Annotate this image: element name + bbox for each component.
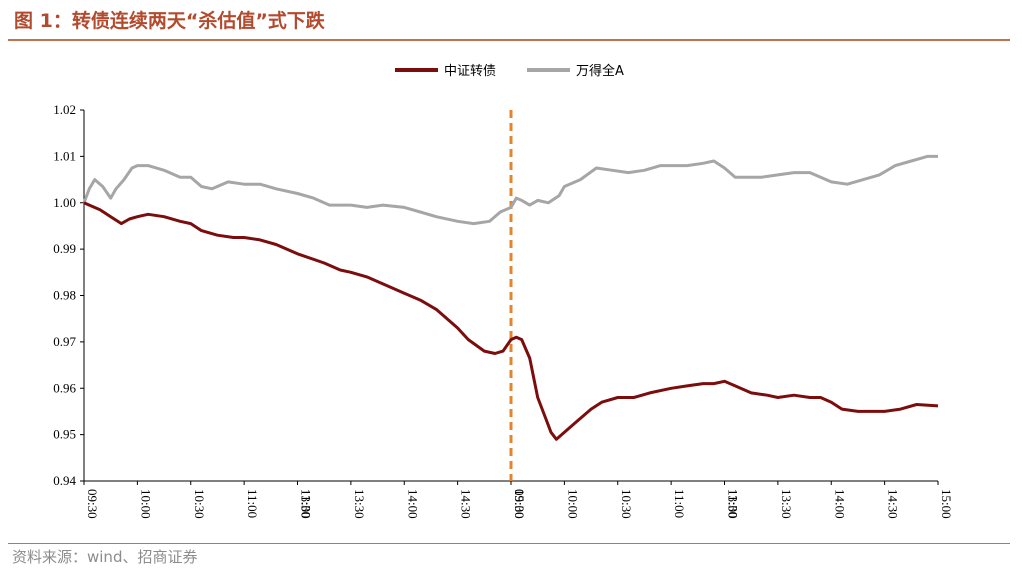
x-tick-label: 11:00: [245, 489, 260, 518]
x-tick-label: 11:30: [726, 489, 741, 518]
y-tick-label: 1.01: [53, 148, 76, 163]
x-tick-label: 15:00: [512, 489, 527, 519]
y-tick-label: 1.02: [53, 102, 76, 117]
x-tick-label: 10:30: [619, 489, 634, 519]
legend-label-zhongzheng: 中证转债: [444, 64, 496, 79]
x-tick-label: 14:00: [405, 489, 420, 519]
series-line-wande: [82, 154, 938, 226]
x-tick-label: 13:00: [726, 489, 741, 519]
y-tick-label: 0.97: [53, 334, 76, 349]
x-tick-label: 13:30: [779, 489, 794, 519]
figure-title: 图 1：转债连续两天“杀估值”式下跌: [14, 10, 325, 32]
x-tick-label: 10:30: [192, 489, 207, 519]
x-tick-label: 14:30: [459, 489, 474, 519]
x-tick-label: 10:00: [138, 489, 153, 519]
x-tick-label: 14:00: [832, 489, 847, 519]
x-tick-label: 13:00: [299, 489, 314, 519]
legend: 中证转债 万得全A: [395, 63, 624, 79]
title-rule: [8, 39, 1010, 41]
x-tick-label: 09:30: [85, 489, 100, 519]
x-tick-label: 09:30: [512, 489, 527, 519]
y-tick-label: 0.94: [53, 473, 76, 488]
legend-label-wande: 万得全A: [576, 63, 624, 79]
x-tick-label: 15:00: [939, 489, 954, 519]
y-tick-label: 0.98: [53, 288, 76, 303]
plot-area: [82, 110, 939, 481]
y-tick-label: 0.99: [53, 241, 76, 256]
y-tick-label: 1.00: [53, 195, 76, 210]
x-tick-label: 14:30: [886, 489, 901, 519]
y-tick-label: 0.96: [53, 380, 76, 395]
x-tick-label: 11:00: [672, 489, 687, 518]
footer-rule: [8, 543, 1010, 544]
x-tick-label: 13:30: [352, 489, 367, 519]
x-tick-label: 11:30: [299, 489, 314, 518]
series-line-zhongzheng: [83, 201, 939, 441]
x-tick-label: 10:00: [565, 489, 580, 519]
y-tick-label: 0.95: [53, 427, 76, 442]
axes: 0.94 0.95 0.96 0.97 0.98 0.99 1.00 1.01 1.02 09:3…: [53, 102, 954, 519]
source-note: 资料来源：wind、招商证券: [12, 548, 198, 566]
